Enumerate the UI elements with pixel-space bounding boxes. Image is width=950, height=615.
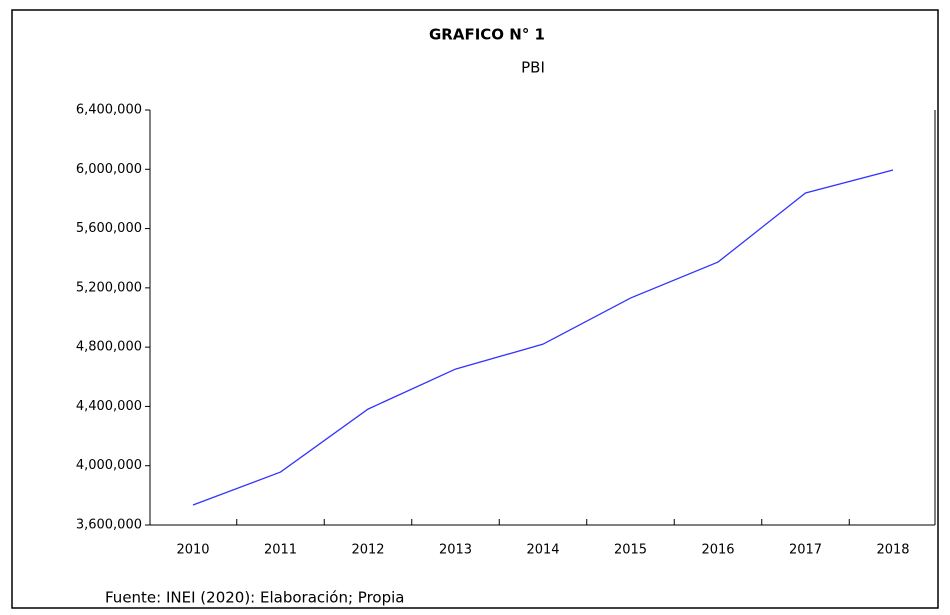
x-tick-label: 2015 xyxy=(614,543,647,558)
y-tick-label: 5,200,000 xyxy=(76,280,142,295)
x-tick-label: 2011 xyxy=(264,543,297,558)
frame xyxy=(11,9,939,609)
source-note: Fuente: INEI (2020): Elaboración; Propia xyxy=(105,589,405,607)
x-tick-label: 2014 xyxy=(526,543,559,558)
chart-subtitle: PBI xyxy=(521,59,545,77)
y-tick-label: 4,800,000 xyxy=(76,340,142,355)
x-tick-label: 2010 xyxy=(176,543,209,558)
x-tick-label: 2017 xyxy=(789,543,822,558)
x-tick-label: 2016 xyxy=(701,543,734,558)
x-tick-label: 2013 xyxy=(439,543,472,558)
y-tick-label: 4,000,000 xyxy=(76,458,142,473)
y-tick-label: 5,600,000 xyxy=(76,221,142,236)
x-tick-label: 2012 xyxy=(351,543,384,558)
x-tick-label: 2018 xyxy=(876,543,909,558)
y-tick-label: 3,600,000 xyxy=(76,518,142,533)
y-tick-label: 6,400,000 xyxy=(76,103,142,118)
chart-title: GRAFICO N° 1 xyxy=(429,26,545,44)
y-tick-label: 4,400,000 xyxy=(76,399,142,414)
y-tick-label: 6,000,000 xyxy=(76,162,142,177)
data-line xyxy=(192,169,894,506)
